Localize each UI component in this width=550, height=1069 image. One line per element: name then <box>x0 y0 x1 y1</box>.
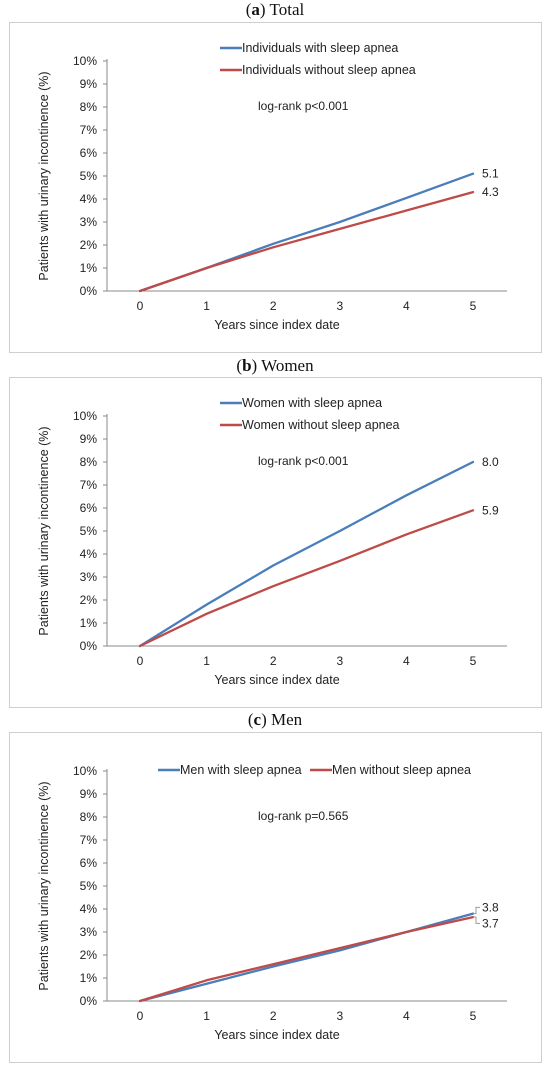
x-tick-label: 3 <box>336 1009 343 1023</box>
y-tick-label: 8% <box>80 455 98 469</box>
y-tick-label: 0% <box>80 639 98 653</box>
series-line <box>138 915 475 1003</box>
y-tick-label: 9% <box>80 77 98 91</box>
data-label: 3.8 <box>482 900 499 914</box>
x-tick-label: 0 <box>137 654 144 668</box>
x-tick-label: 4 <box>403 1009 410 1023</box>
x-axis-label: Years since index date <box>214 673 339 687</box>
y-axis-label: Patients with urinary incontinence (%) <box>37 426 51 635</box>
line-chart-men: 0% 1% 2% 3% 4% 5% 6% 7% 8% 9% 10% 0 1 2 3 4 5 Years since… <box>37 763 507 1042</box>
y-tick-label: 9% <box>80 787 98 801</box>
x-axis-label: Years since index date <box>214 318 339 332</box>
y-tick-label: 2% <box>80 593 98 607</box>
x-tick-label: 1 <box>203 299 210 313</box>
y-tick-label: 4% <box>80 902 98 916</box>
data-label: 4.3 <box>482 185 499 199</box>
legend-label: Individuals with sleep apnea <box>242 41 398 55</box>
y-tick-label: 7% <box>80 478 98 492</box>
y-tick-label: 5% <box>80 524 98 538</box>
x-tick-label: 4 <box>403 654 410 668</box>
x-tick-label: 5 <box>470 654 477 668</box>
log-rank-annotation: log-rank p<0.001 <box>258 99 349 113</box>
y-axis-label: Patients with urinary incontinence (%) <box>37 71 51 280</box>
x-tick-label: 5 <box>470 299 477 313</box>
y-tick-label: 8% <box>80 810 98 824</box>
y-tick-label: 2% <box>80 948 98 962</box>
legend-label: Women without sleep apnea <box>242 418 400 432</box>
y-tick-label: 6% <box>80 146 98 160</box>
data-label-leader <box>473 916 480 924</box>
series-line <box>138 460 475 648</box>
y-tick-label: 1% <box>80 261 98 275</box>
data-label: 8.0 <box>482 455 499 469</box>
y-tick-label: 7% <box>80 833 98 847</box>
x-tick-label: 5 <box>470 1009 477 1023</box>
panel-caption-c: (c) Men <box>247 710 303 729</box>
x-axis-label: Years since index date <box>214 1028 339 1042</box>
y-tick-label: 4% <box>80 547 98 561</box>
legend-label: Men without sleep apnea <box>332 763 471 777</box>
x-tick-label: 3 <box>336 654 343 668</box>
y-tick-label: 4% <box>80 192 98 206</box>
data-label: 5.9 <box>482 503 499 517</box>
x-tick-label: 0 <box>137 299 144 313</box>
y-tick-label: 7% <box>80 123 98 137</box>
log-rank-annotation: log-rank p=0.565 <box>258 809 349 823</box>
caption-text-c: Men <box>270 710 303 729</box>
y-tick-label: 8% <box>80 100 98 114</box>
x-tick-label: 2 <box>270 299 277 313</box>
caption-text-b: Women <box>261 356 314 375</box>
chart-panel-a: 0% 1% 2% 3% 4% 5% 6% 7% 8% 9% 10% 0 1 2 3 4 5 Years since… <box>9 22 542 353</box>
caption-letter-a: a <box>251 0 260 19</box>
legend-label: Women with sleep apnea <box>242 396 382 410</box>
y-tick-label: 10% <box>73 409 97 423</box>
y-tick-label: 6% <box>80 501 98 515</box>
y-tick-label: 1% <box>80 971 98 985</box>
chart-panel-c: 0% 1% 2% 3% 4% 5% 6% 7% 8% 9% 10% 0 1 2 3 4 5 Years since… <box>9 732 542 1063</box>
y-tick-label: 3% <box>80 570 98 584</box>
panel-caption-b: (b) Women <box>236 356 314 375</box>
x-tick-label: 2 <box>270 654 277 668</box>
y-tick-label: 6% <box>80 856 98 870</box>
x-tick-label: 1 <box>203 654 210 668</box>
y-tick-label: 3% <box>80 215 98 229</box>
series-line <box>138 509 475 648</box>
y-axis-label: Patients with urinary incontinence (%) <box>37 781 51 990</box>
y-tick-label: 10% <box>73 764 97 778</box>
line-chart-total: 0% 1% 2% 3% 4% 5% 6% 7% 8% 9% 10% 0 1 2 3 4 5 Years since… <box>37 41 507 332</box>
y-tick-label: 0% <box>80 994 98 1008</box>
data-label: 3.7 <box>482 916 499 930</box>
chart-panel-b: 0% 1% 2% 3% 4% 5% 6% 7% 8% 9% 10% 0 1 2 3 4 5 Years since… <box>9 377 542 708</box>
panel-caption-a: (a) Total <box>245 0 305 19</box>
x-tick-label: 4 <box>403 299 410 313</box>
y-tick-label: 3% <box>80 925 98 939</box>
y-tick-label: 9% <box>80 432 98 446</box>
y-tick-label: 1% <box>80 616 98 630</box>
y-tick-label: 2% <box>80 238 98 252</box>
x-tick-label: 0 <box>137 1009 144 1023</box>
y-tick-label: 5% <box>80 879 98 893</box>
data-label-leader <box>473 906 480 915</box>
x-tick-label: 3 <box>336 299 343 313</box>
line-chart-women: 0% 1% 2% 3% 4% 5% 6% 7% 8% 9% 10% 0 1 2 3 4 5 Years since… <box>37 396 507 687</box>
caption-letter-c: c <box>253 710 262 729</box>
log-rank-annotation: log-rank p<0.001 <box>258 454 349 468</box>
y-tick-label: 0% <box>80 284 98 298</box>
caption-letter-b: b <box>242 356 252 375</box>
legend-label: Men with sleep apnea <box>180 763 302 777</box>
series-line <box>138 190 475 293</box>
y-tick-label: 10% <box>73 54 97 68</box>
data-label: 5.1 <box>482 167 499 181</box>
x-tick-label: 1 <box>203 1009 210 1023</box>
x-tick-label: 2 <box>270 1009 277 1023</box>
legend-label: Individuals without sleep apnea <box>242 63 416 77</box>
y-tick-label: 5% <box>80 169 98 183</box>
caption-text-a: Total <box>269 0 305 19</box>
